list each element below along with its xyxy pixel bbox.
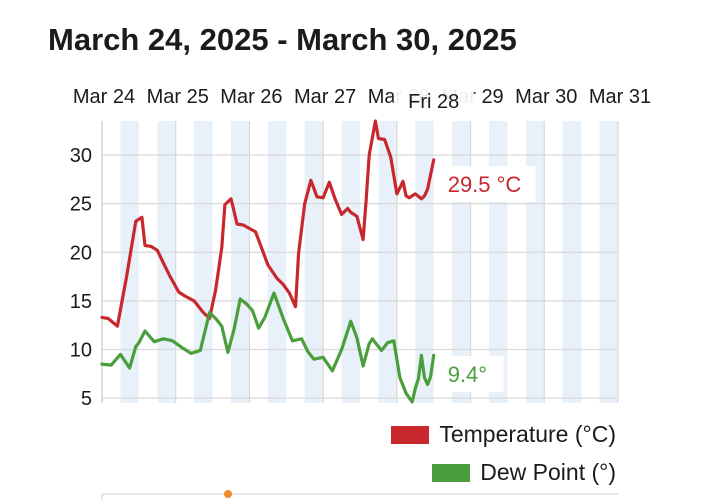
tooltip-label: Fri 28 xyxy=(408,91,459,113)
temp-label-bg xyxy=(439,166,536,202)
day-band xyxy=(231,121,250,403)
y-axis-labels: 5 10 15 20 25 30 xyxy=(70,145,92,410)
temperature-end-label: 29.5 °C xyxy=(448,172,522,197)
page-title: March 24, 2025 - March 30, 2025 xyxy=(48,22,517,57)
dew-point-swatch xyxy=(432,463,471,482)
tooltip-box xyxy=(393,84,474,116)
dew-label-bg xyxy=(439,356,504,392)
y-tick-label: 15 xyxy=(70,291,92,313)
legend-label-dew-point: Dew Point (°) xyxy=(480,459,616,485)
temperature-swatch xyxy=(391,425,430,444)
y-tick-label: 30 xyxy=(70,145,92,167)
day-band xyxy=(194,121,213,403)
x-tick-label: Mar 27 xyxy=(294,86,356,108)
x-tick-label: Mar 30 xyxy=(515,86,577,108)
y-tick-label: 10 xyxy=(70,340,92,362)
grid-lines xyxy=(101,121,619,403)
y-tick-label: 5 xyxy=(81,388,92,410)
secondary-chart-edge xyxy=(101,490,618,501)
y-tick-label: 20 xyxy=(70,242,92,264)
series-line xyxy=(100,119,436,328)
day-band xyxy=(157,121,176,403)
day-band xyxy=(562,121,582,403)
day-band xyxy=(599,121,618,403)
series-lines xyxy=(100,119,436,404)
x-tick-label: Mar 24 xyxy=(73,86,135,108)
day-band xyxy=(415,121,434,403)
x-tick-label: Mar 31 xyxy=(589,86,651,108)
legend-item-temperature[interactable]: Temperature (°C) xyxy=(391,421,616,448)
day-band xyxy=(378,121,397,403)
legend-item-dew-point[interactable]: Dew Point (°) xyxy=(432,459,616,486)
end-value-labels: 29.5 °C 9.4° xyxy=(439,166,536,392)
day-band xyxy=(525,121,545,403)
series-line xyxy=(100,291,436,404)
secondary-chart-marker xyxy=(224,490,232,498)
day-band xyxy=(267,121,287,403)
day-band xyxy=(341,121,360,403)
dew-point-end-label: 9.4° xyxy=(448,362,487,387)
hover-tooltip: Fri 28 xyxy=(393,84,474,116)
y-tick-label: 25 xyxy=(70,194,92,216)
x-tick-label: Mar 26 xyxy=(220,86,282,108)
x-tick-label: Mar 25 xyxy=(147,86,209,108)
legend-label-temperature: Temperature (°C) xyxy=(439,421,616,447)
